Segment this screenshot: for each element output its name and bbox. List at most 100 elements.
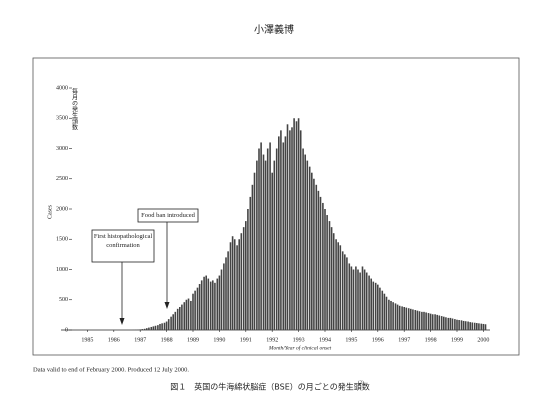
bar <box>482 323 485 330</box>
bar <box>418 311 421 330</box>
bar <box>293 118 295 330</box>
bar <box>152 326 155 330</box>
arrow-head <box>164 302 170 309</box>
bar <box>240 233 243 330</box>
bar <box>348 263 351 330</box>
bar <box>462 320 465 330</box>
x-tick-label: 1992 <box>266 337 278 343</box>
bar <box>266 148 269 330</box>
bar <box>141 329 144 330</box>
bar <box>460 320 463 330</box>
bar <box>159 323 161 330</box>
bar <box>355 266 357 330</box>
bar <box>359 272 361 330</box>
caption-ref: (2) <box>358 381 364 386</box>
bar <box>330 227 333 330</box>
annotation-box <box>137 208 199 223</box>
bar <box>385 296 388 330</box>
bar <box>410 308 412 330</box>
bar <box>337 242 339 330</box>
bar <box>456 319 458 330</box>
bar <box>139 329 141 330</box>
bar <box>289 130 291 330</box>
x-tick-label: 1987 <box>134 337 146 343</box>
bar <box>280 130 282 330</box>
bar <box>403 307 405 330</box>
bar <box>352 269 355 330</box>
bar <box>440 316 443 330</box>
bar <box>295 121 298 331</box>
x-tick-label: 1991 <box>240 337 252 343</box>
arrow-head <box>119 318 125 325</box>
bar <box>344 254 346 330</box>
bar <box>423 311 425 330</box>
chart: 0 500 1000 1500 2000 2500 3000 3500 4000 1985 1986… <box>56 85 490 343</box>
bar <box>350 266 353 330</box>
annotation-holder: First histopathological confirmation <box>93 233 153 249</box>
x-tick-label: 1990 <box>213 337 225 343</box>
bar <box>365 272 368 330</box>
bar <box>174 311 177 330</box>
bar <box>238 239 240 330</box>
x-tick-label: 2000 <box>477 337 489 343</box>
bar <box>401 306 403 330</box>
bar <box>308 166 311 330</box>
bar <box>233 239 236 330</box>
bar <box>374 282 377 330</box>
bar <box>438 315 441 330</box>
y-tick-label: 3500 <box>56 116 68 122</box>
annotation: First histopathological confirmation <box>93 233 153 249</box>
bar <box>394 303 397 330</box>
bar <box>425 312 427 330</box>
bar <box>146 328 148 330</box>
bar <box>434 314 436 330</box>
bar <box>390 300 392 330</box>
bar <box>223 263 225 330</box>
x-tick-label: 1994 <box>319 337 331 343</box>
bar <box>181 304 183 330</box>
bar <box>427 313 430 330</box>
bar <box>200 280 203 330</box>
bar <box>306 160 309 330</box>
bar <box>247 209 249 330</box>
x-tick-label: 1999 <box>451 337 463 343</box>
bar <box>150 326 153 330</box>
y-tick-label: 3000 <box>56 146 68 152</box>
bar <box>436 314 438 330</box>
bar <box>245 221 247 330</box>
bar <box>198 284 201 330</box>
y-tick-label: 1000 <box>56 267 68 273</box>
bar <box>473 322 476 330</box>
bar <box>416 310 419 330</box>
x-tick-label: 1996 <box>372 337 384 343</box>
bar <box>183 302 186 330</box>
bar <box>154 325 157 330</box>
bar <box>405 307 408 330</box>
bar <box>379 287 381 330</box>
bar <box>326 215 328 330</box>
bar <box>187 298 190 330</box>
x-tick-label: 1997 <box>398 337 410 343</box>
bar <box>231 236 234 330</box>
x-tick-label: 1988 <box>161 337 173 343</box>
y-tick-label: 0 <box>65 327 68 333</box>
bar <box>304 154 306 330</box>
bar <box>322 202 324 330</box>
bar <box>249 196 252 330</box>
bar <box>377 284 379 330</box>
bar <box>454 319 456 330</box>
bar <box>229 242 232 330</box>
bar <box>357 269 359 330</box>
bar <box>271 172 273 330</box>
bar <box>372 281 375 330</box>
bar <box>407 308 410 330</box>
bar <box>328 221 331 330</box>
bar <box>167 319 170 330</box>
bar <box>311 172 313 330</box>
bar <box>258 148 260 330</box>
bar <box>315 184 318 330</box>
bar <box>236 245 238 330</box>
bar <box>190 300 192 330</box>
bar <box>225 257 227 330</box>
bar <box>157 325 159 330</box>
